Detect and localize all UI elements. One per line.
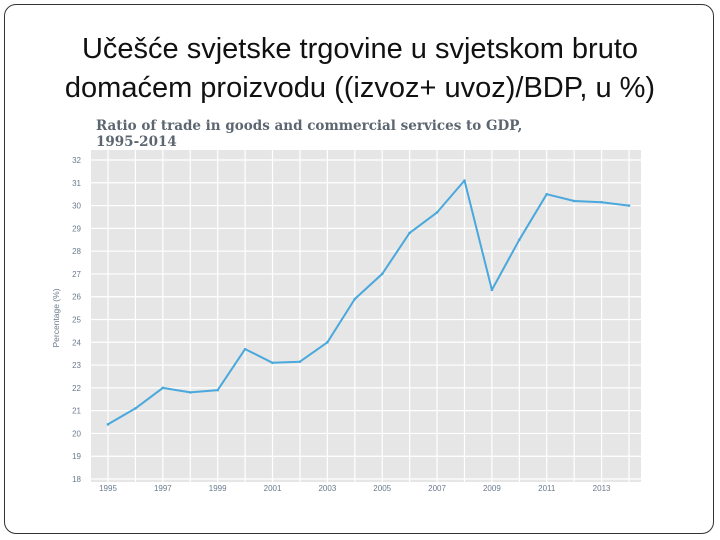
x-tick-label: 1995: [99, 484, 117, 493]
y-tick-labels: 18 19 20 21 22 23 24 25 26 27 28 29 30 31 32: [72, 156, 81, 484]
data-point: [188, 391, 192, 394]
data-point: [216, 388, 219, 392]
data-point: [572, 199, 576, 203]
data-point: [627, 204, 631, 207]
y-tick-label: 18: [72, 475, 81, 484]
y-tick-label: 26: [72, 293, 81, 302]
y-tick-label: 27: [72, 270, 81, 279]
slide-title-line1: Učešće svjetske trgovine u svjetskom bru…: [81, 33, 639, 65]
series-layer: [106, 179, 631, 426]
y-tick-label: 25: [72, 316, 81, 325]
data-point: [243, 347, 247, 351]
y-tick-label: 23: [72, 361, 81, 370]
data-point: [408, 231, 411, 235]
y-tick-label: 22: [72, 384, 81, 393]
chart-title-line2: 1995-2014: [96, 134, 177, 150]
data-point: [106, 423, 110, 426]
data-point: [380, 272, 384, 276]
y-tick-label: 28: [72, 247, 81, 256]
x-tick-label: 2003: [318, 484, 336, 493]
y-tick-label: 29: [72, 224, 81, 233]
x-tick-label: 2009: [483, 484, 501, 493]
slide-title-line2: domaćem proizvodu ((izvoz+ uvoz)/BDP, u …: [64, 72, 656, 104]
x-tick-label: 2005: [373, 484, 391, 493]
data-point: [134, 407, 137, 410]
data-point: [271, 361, 274, 365]
x-tick-label: 2013: [593, 484, 611, 493]
chart-title-line1: Ratio of trade in goods and commercial s…: [96, 118, 523, 134]
data-point: [298, 360, 302, 363]
data-point: [326, 340, 329, 344]
x-tick-label: 2007: [428, 484, 446, 493]
x-tick-labels: 1995 1997 1999 2001 2003 2005 2007 2009 2011 2013: [99, 484, 611, 493]
grid-lines: [91, 150, 641, 482]
chart-title: Ratio of trade in goods and commercial s…: [96, 118, 522, 150]
slide-title: Učešće svjetske trgovine u svjetskom bru…: [0, 30, 720, 108]
data-point: [600, 200, 603, 204]
x-tick-label: 2011: [538, 484, 556, 493]
x-tick-label: 2001: [264, 484, 282, 493]
data-point: [435, 211, 439, 214]
y-tick-label: 32: [72, 156, 81, 165]
data-point: [490, 288, 494, 292]
y-tick-label: 30: [72, 202, 81, 211]
data-point: [463, 179, 466, 182]
data-point: [353, 297, 357, 301]
data-point: [161, 386, 165, 390]
series-line: [107, 179, 630, 426]
data-point: [545, 192, 549, 196]
x-tick-label: 1997: [154, 484, 172, 493]
y-tick-label: 31: [72, 179, 81, 188]
data-point: [518, 238, 521, 242]
slide-frame: [4, 4, 714, 534]
y-tick-label: 24: [72, 338, 81, 347]
x-tick-label: 1999: [209, 484, 227, 493]
y-tick-label: 19: [72, 452, 81, 461]
y-axis-label: Percentage (%): [51, 288, 61, 347]
y-tick-label: 21: [72, 407, 81, 416]
y-tick-label: 20: [72, 429, 81, 438]
plot-area: [91, 150, 641, 482]
